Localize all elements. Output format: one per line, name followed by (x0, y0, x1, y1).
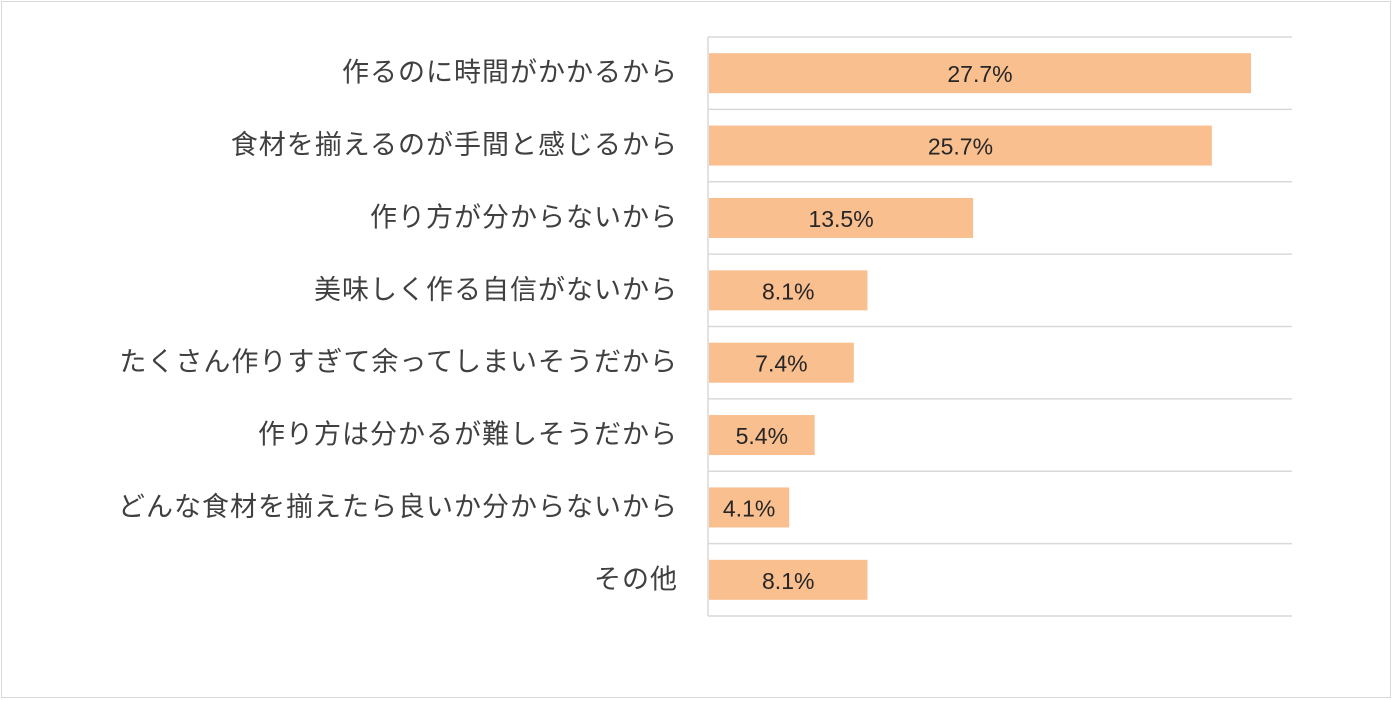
bar (709, 197, 974, 238)
category-label: 美味しく作る自信がないから (314, 275, 678, 306)
bar (709, 415, 815, 456)
category-label: 食材を揃えるのが手間と感じるから (231, 130, 678, 161)
data-labels: 27.7% 25.7% 13.5% 8.1% 7.4% 5.4% 4.1% 8.1% (723, 61, 1013, 594)
category-label: 作るのに時間がかかるから (342, 58, 678, 89)
category-label: 作り方は分かるが難しそうだから (258, 420, 678, 451)
bar (709, 53, 1251, 94)
data-label: 13.5% (808, 206, 873, 232)
data-label: 7.4% (755, 351, 807, 377)
bar (709, 487, 790, 528)
category-label: たくさん作りすぎて余ってしまいそうだから (119, 347, 678, 378)
category-label: その他 (594, 564, 678, 595)
category-label: どんな食材を揃えたら良いか分からないから (118, 492, 678, 523)
bar (709, 270, 868, 311)
bar (709, 342, 854, 383)
data-label: 4.1% (723, 495, 775, 521)
bar (709, 125, 1212, 166)
category-labels: 作るのに時間がかかるから食材を揃えるのが手間と感じるから作り方が分からないから美… (118, 58, 678, 596)
data-label: 5.4% (736, 423, 788, 449)
data-label: 27.7% (947, 61, 1012, 87)
data-label: 8.1% (762, 278, 814, 304)
bars (709, 53, 1251, 600)
bar (709, 559, 868, 600)
data-label: 25.7% (928, 134, 993, 160)
data-label: 8.1% (762, 568, 814, 594)
category-label: 作り方が分からないから (370, 202, 678, 233)
gridlines (707, 36, 1292, 617)
